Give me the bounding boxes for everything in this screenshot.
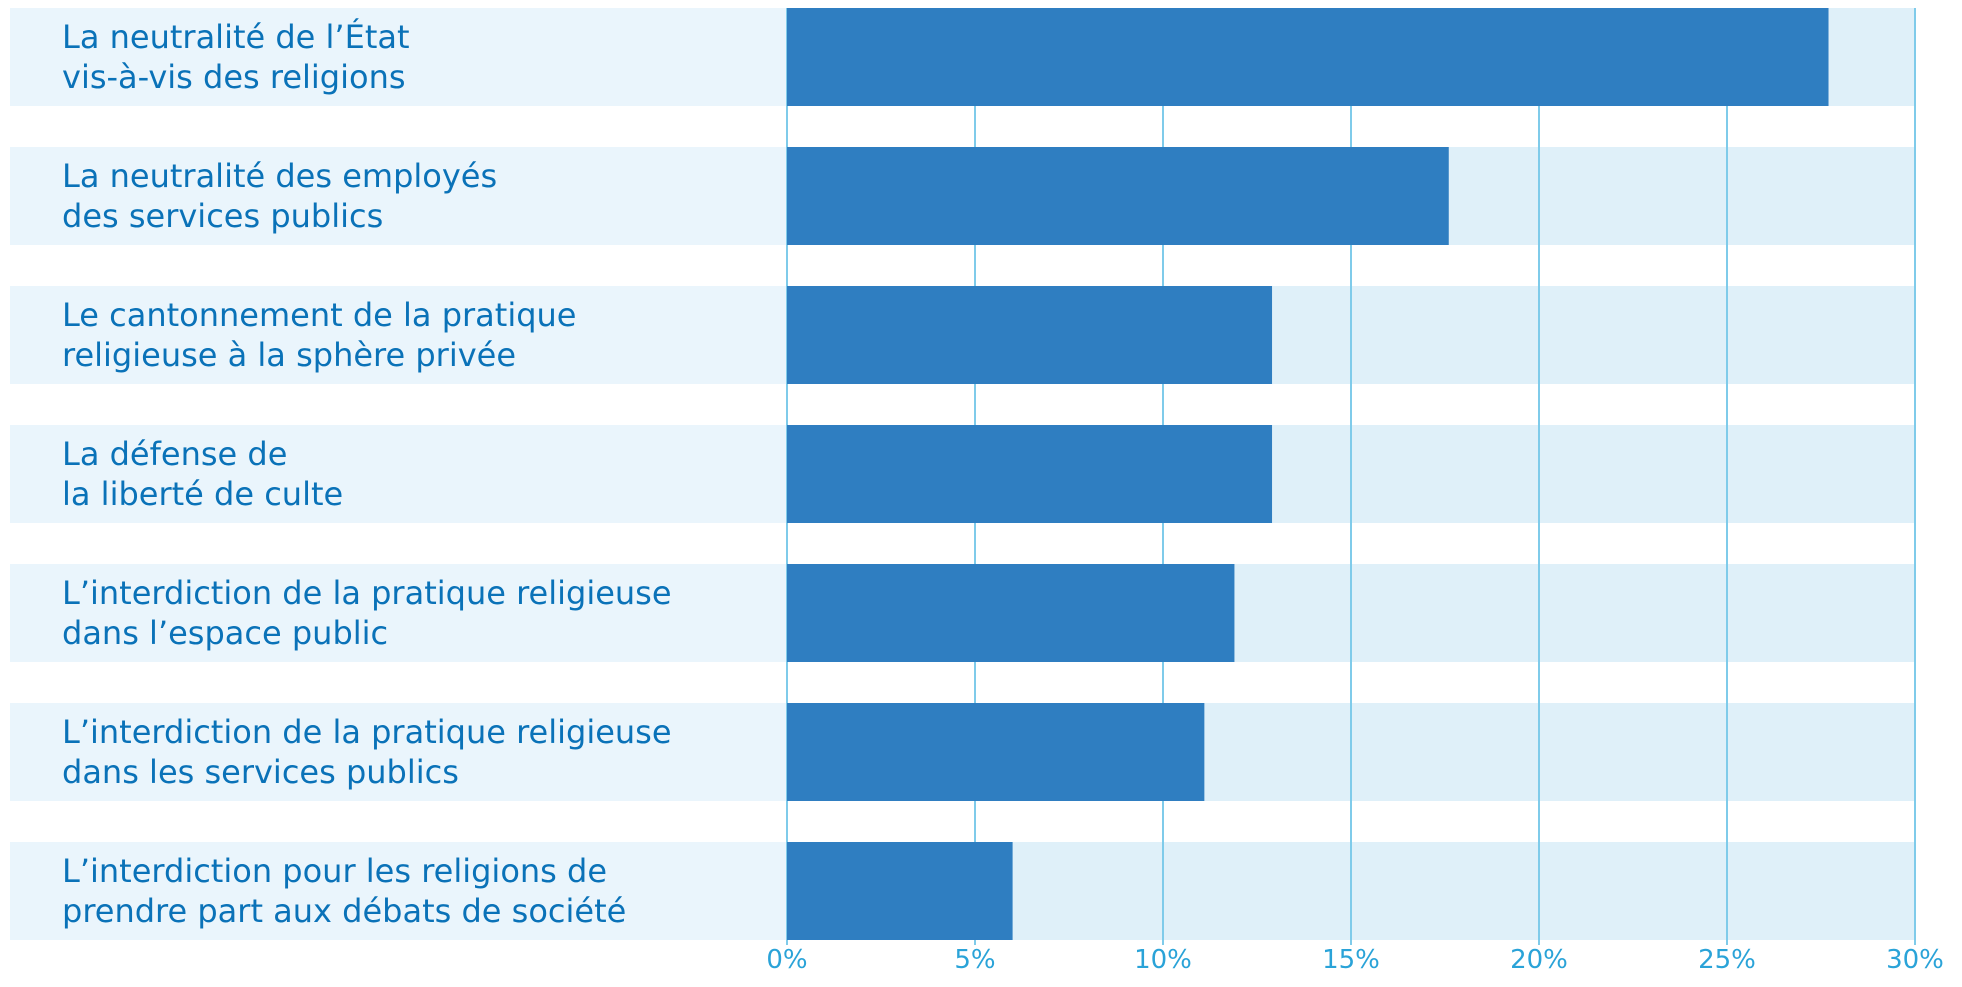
x-tick-label: 10% xyxy=(1134,945,1192,975)
row-label-background xyxy=(10,425,787,523)
x-tick-label: 20% xyxy=(1510,945,1568,975)
bar xyxy=(787,8,1829,106)
x-tick-label: 25% xyxy=(1698,945,1756,975)
category-label: L’interdiction de la pratique religieuse… xyxy=(62,574,672,652)
row-label-background xyxy=(10,703,787,801)
category-label: L’interdiction pour les religions de pre… xyxy=(62,852,627,930)
x-tick-label: 15% xyxy=(1322,945,1380,975)
category-label: L’interdiction de la pratique religieuse… xyxy=(62,713,672,791)
category-label: La défense de la liberté de culte xyxy=(62,435,344,513)
x-tick-label: 0% xyxy=(766,945,808,975)
bar xyxy=(787,147,1449,245)
bar xyxy=(787,842,1013,940)
row-label-background xyxy=(10,842,787,940)
x-tick-label: 5% xyxy=(954,945,996,975)
row-label-background xyxy=(10,564,787,662)
row-label-background xyxy=(10,8,787,106)
row-label-background xyxy=(10,286,787,384)
row-label-background xyxy=(10,147,787,245)
bar xyxy=(787,564,1235,662)
bar xyxy=(787,286,1273,384)
bar xyxy=(787,703,1205,801)
category-label: Le cantonnement de la pratique religieus… xyxy=(62,296,577,374)
category-label: La neutralité des employés des services … xyxy=(62,157,498,235)
x-tick-label: 30% xyxy=(1886,945,1944,975)
category-label: La neutralité de l’État vis-à-vis des re… xyxy=(62,18,410,96)
bar xyxy=(787,425,1273,523)
